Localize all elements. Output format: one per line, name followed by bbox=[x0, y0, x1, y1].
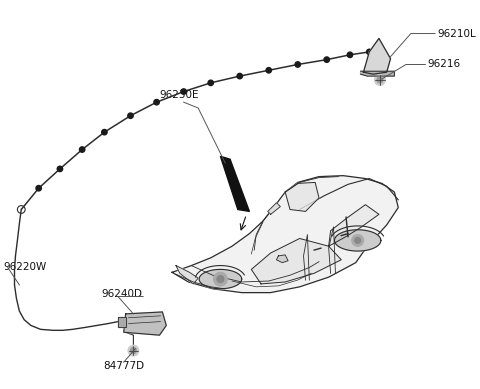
Circle shape bbox=[377, 77, 383, 83]
Circle shape bbox=[36, 186, 41, 191]
Circle shape bbox=[154, 100, 159, 105]
Circle shape bbox=[266, 68, 272, 73]
Polygon shape bbox=[199, 270, 241, 289]
Polygon shape bbox=[335, 230, 381, 251]
Circle shape bbox=[102, 130, 107, 135]
Polygon shape bbox=[172, 176, 398, 293]
Circle shape bbox=[355, 238, 360, 243]
Polygon shape bbox=[118, 317, 126, 328]
Text: 96210L: 96210L bbox=[437, 28, 476, 39]
Circle shape bbox=[347, 52, 353, 58]
Circle shape bbox=[80, 147, 85, 152]
Text: 96216: 96216 bbox=[427, 60, 460, 70]
Circle shape bbox=[181, 89, 186, 94]
Circle shape bbox=[367, 49, 372, 54]
Polygon shape bbox=[285, 182, 319, 211]
Circle shape bbox=[214, 272, 227, 286]
Polygon shape bbox=[360, 71, 395, 76]
Circle shape bbox=[57, 166, 63, 172]
Circle shape bbox=[217, 276, 224, 282]
Text: 96240D: 96240D bbox=[101, 289, 143, 299]
Polygon shape bbox=[252, 238, 341, 284]
Circle shape bbox=[295, 62, 300, 67]
Circle shape bbox=[374, 75, 385, 85]
Polygon shape bbox=[329, 205, 379, 246]
Polygon shape bbox=[363, 39, 391, 74]
Polygon shape bbox=[276, 255, 288, 263]
Polygon shape bbox=[268, 203, 280, 214]
Circle shape bbox=[352, 235, 363, 246]
Circle shape bbox=[128, 113, 133, 118]
Circle shape bbox=[128, 345, 139, 356]
Text: 96220W: 96220W bbox=[3, 263, 46, 272]
Polygon shape bbox=[176, 266, 198, 284]
Circle shape bbox=[237, 74, 242, 79]
Polygon shape bbox=[124, 312, 166, 335]
Text: 96230E: 96230E bbox=[159, 90, 199, 100]
Polygon shape bbox=[220, 156, 250, 211]
Circle shape bbox=[324, 57, 329, 62]
Circle shape bbox=[208, 80, 214, 86]
Circle shape bbox=[131, 348, 136, 354]
Text: 84777D: 84777D bbox=[103, 361, 144, 371]
